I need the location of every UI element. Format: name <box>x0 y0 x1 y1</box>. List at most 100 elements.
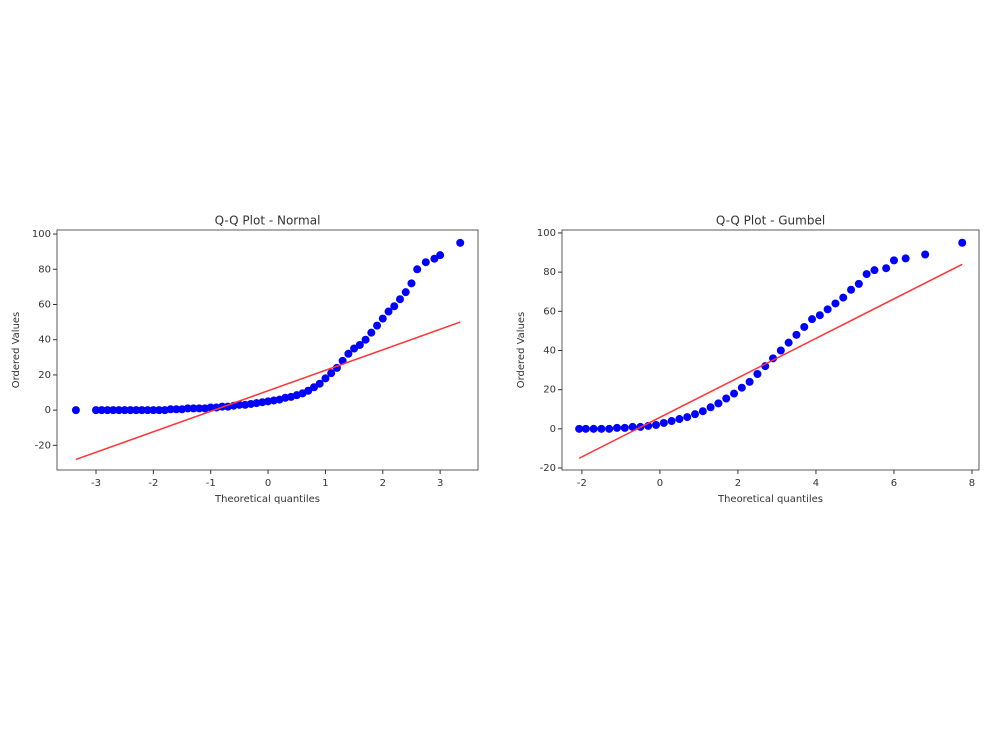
point <box>132 406 141 415</box>
point <box>172 405 181 414</box>
point <box>456 238 465 247</box>
point <box>120 406 129 415</box>
x-tick-label: 1 <box>322 478 328 489</box>
chart: Q-Q Plot - Normal Theoretical quantiles Or… <box>11 214 479 505</box>
plot-frame <box>561 229 980 471</box>
point <box>862 270 871 279</box>
point <box>344 349 353 358</box>
y-tick-label: 40 <box>38 335 51 346</box>
y-tick-label: 40 <box>543 345 556 356</box>
point <box>870 266 879 275</box>
point <box>309 383 318 392</box>
y-tick-label: -20 <box>540 463 556 474</box>
x-tick-label: 0 <box>657 478 663 489</box>
point <box>620 423 629 432</box>
x-tick-label: -2 <box>148 478 158 489</box>
point <box>667 417 676 426</box>
x-tick-label: 4 <box>813 478 819 489</box>
point <box>378 314 387 323</box>
x-tick-label: 3 <box>437 478 443 489</box>
point <box>195 404 204 413</box>
y-axis-label: Ordered Values <box>516 312 527 389</box>
point <box>761 362 770 371</box>
point <box>675 415 684 424</box>
point <box>737 383 746 392</box>
point <box>815 311 824 320</box>
point <box>722 394 731 403</box>
point <box>97 406 106 415</box>
x-tick-label: 6 <box>891 478 897 489</box>
point <box>659 418 668 427</box>
x-tick-label: -2 <box>577 478 587 489</box>
point <box>373 321 382 330</box>
y-tick-label: -20 <box>35 440 51 451</box>
y-tick-label: 80 <box>543 267 556 278</box>
point <box>628 422 637 431</box>
point <box>390 302 399 311</box>
point <box>321 374 330 383</box>
point <box>189 404 198 413</box>
point <box>355 340 364 349</box>
x-tick-label: 2 <box>380 478 386 489</box>
point <box>436 251 445 260</box>
point <box>361 335 370 344</box>
point <box>92 406 101 415</box>
point <box>581 424 590 433</box>
point <box>327 369 336 378</box>
x-tick-label: -3 <box>91 478 101 489</box>
point <box>745 377 754 386</box>
point <box>304 386 313 395</box>
x-tick-label: 2 <box>735 478 741 489</box>
point <box>921 250 930 259</box>
point <box>792 330 801 339</box>
point <box>413 265 422 274</box>
point <box>401 288 410 297</box>
point <box>109 406 118 415</box>
point <box>800 322 809 331</box>
point <box>384 307 393 316</box>
point <box>143 406 152 415</box>
point <box>407 279 416 288</box>
point <box>784 338 793 347</box>
point <box>137 406 146 415</box>
x-tick-label: 8 <box>969 478 975 489</box>
y-tick-label: 60 <box>38 299 51 310</box>
y-axis-label: Ordered Values <box>11 312 22 389</box>
point <box>652 420 661 429</box>
y-tick-label: 100 <box>32 229 51 240</box>
point <box>808 315 817 324</box>
point <box>901 254 910 263</box>
point <box>882 264 891 273</box>
point <box>315 379 324 388</box>
point <box>605 424 614 433</box>
x-axis-label: Theoretical quantiles <box>214 494 320 505</box>
y-tick-label: 0 <box>45 405 51 416</box>
point <box>235 400 244 409</box>
chart-title: Q-Q Plot - Gumbel <box>716 214 825 228</box>
point <box>613 423 622 432</box>
chart-title: Q-Q Plot - Normal <box>215 214 321 228</box>
point <box>183 404 192 413</box>
y-tick-label: 20 <box>543 385 556 396</box>
point <box>395 295 404 304</box>
y-tick-label: 0 <box>550 424 556 435</box>
point <box>350 344 359 353</box>
x-tick-label: 0 <box>265 478 271 489</box>
point <box>683 413 692 422</box>
point <box>730 389 739 398</box>
point <box>691 410 700 419</box>
y-tick-label: 60 <box>543 306 556 317</box>
point <box>421 258 430 267</box>
point <box>958 238 967 247</box>
point <box>753 370 762 378</box>
y-tick-label: 20 <box>38 370 51 381</box>
point <box>823 305 832 314</box>
point <box>698 407 707 416</box>
x-tick-label: -1 <box>206 478 216 489</box>
point <box>126 406 135 415</box>
point <box>839 293 848 302</box>
point <box>831 299 840 308</box>
x-axis-label: Theoretical quantiles <box>717 494 823 505</box>
point <box>114 406 123 415</box>
